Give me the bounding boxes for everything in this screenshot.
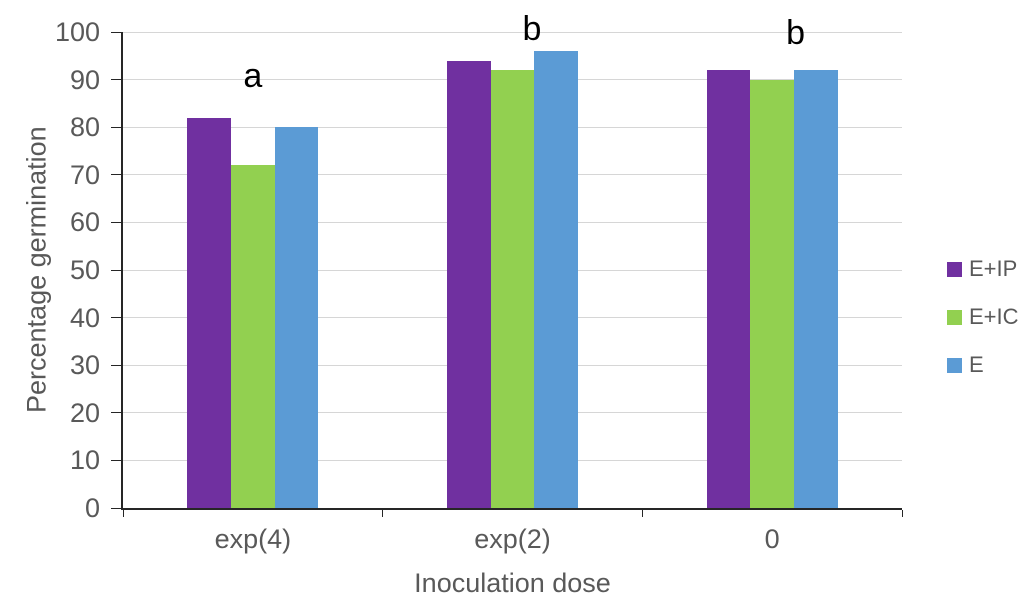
- annotation-letter: a: [243, 57, 263, 96]
- y-axis-tick-label: 100: [54, 17, 100, 47]
- y-axis-tick-label: 10: [69, 445, 100, 476]
- bar: [750, 79, 794, 508]
- x-axis-tick: [901, 510, 903, 517]
- y-axis-tick: [111, 31, 121, 33]
- y-axis-tick-label: 0: [84, 493, 100, 523]
- y-axis-tick: [111, 126, 121, 128]
- y-axis-tick: [111, 269, 121, 271]
- y-axis-tick: [111, 459, 121, 461]
- legend-item: E+IC: [947, 306, 1019, 328]
- y-axis-tick: [111, 507, 121, 509]
- y-axis-tick-label: 40: [69, 302, 100, 333]
- bar: [794, 70, 838, 508]
- y-axis-tick: [111, 79, 121, 81]
- x-axis-tick: [382, 510, 384, 517]
- x-axis-category-label: exp(2): [474, 524, 551, 554]
- y-axis-tick-label: 50: [69, 255, 100, 285]
- legend-item: E: [947, 354, 1019, 376]
- legend: E+IP E+IC E: [947, 258, 1019, 376]
- plot-area: 0 10 20 30 40 50 60 70 80 90 100 exp(4) exp(2) 0 a b b: [55, 12, 903, 554]
- y-axis-tick: [111, 364, 121, 366]
- gridline: [123, 31, 902, 33]
- bar: [490, 70, 535, 508]
- y-axis-tick-label: 30: [69, 350, 100, 381]
- bar: [231, 165, 275, 508]
- bar: [187, 117, 231, 508]
- y-axis-tick-label: 70: [69, 159, 100, 190]
- legend-swatch: [947, 309, 962, 325]
- legend-label: E+IP: [969, 256, 1018, 281]
- y-axis-tick-label: 20: [69, 397, 100, 428]
- annotation-letter: b: [522, 9, 542, 48]
- y-axis-tick-label: 80: [69, 112, 100, 143]
- x-axis-tick: [122, 510, 124, 517]
- y-axis-tick: [111, 174, 121, 176]
- bar: [274, 127, 319, 508]
- legend-swatch: [947, 357, 962, 373]
- y-axis-tick: [111, 412, 121, 414]
- y-axis-tick: [111, 221, 121, 223]
- x-axis-tick: [641, 510, 643, 517]
- legend-label: E: [969, 352, 984, 377]
- y-axis-tick-label: 60: [69, 207, 100, 238]
- x-axis-category-label: 0: [764, 524, 780, 554]
- x-axis-category-label: exp(4): [214, 524, 292, 554]
- legend-item: E+IP: [947, 258, 1019, 280]
- legend-label: E+IC: [969, 304, 1019, 329]
- bar: [706, 70, 751, 508]
- annotation-letter: b: [786, 14, 805, 53]
- legend-swatch: [947, 261, 962, 277]
- y-axis-tick-label: 90: [69, 64, 100, 95]
- x-axis-title: Inoculation dose: [414, 568, 611, 598]
- bar: [534, 51, 578, 508]
- y-axis-tick: [111, 317, 121, 319]
- bar: [447, 60, 491, 508]
